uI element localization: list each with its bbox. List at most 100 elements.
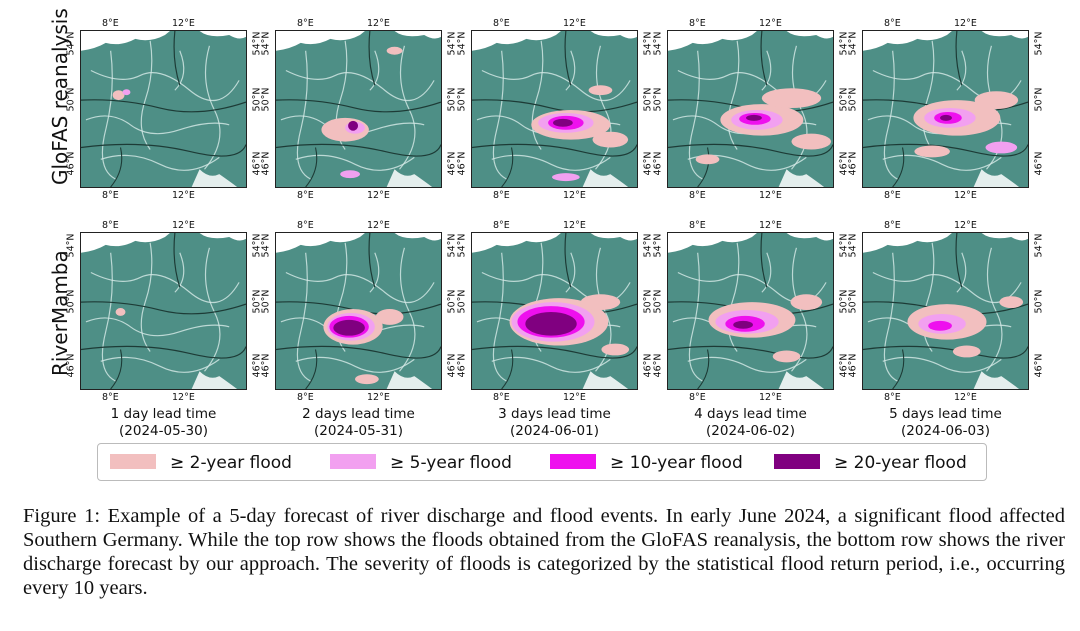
alps-patch — [386, 371, 433, 389]
border-line — [81, 143, 246, 157]
tick-lon-east-top: 12°E — [172, 18, 195, 29]
lead-time-label-4: 4 days lead time (2024-06-02) — [662, 406, 839, 440]
flood-area-2yr — [592, 131, 629, 148]
lead-time-date: (2024-05-30) — [119, 423, 208, 439]
flood-map-r1-c5 — [862, 30, 1029, 188]
tick-lon-east-bottom: 12°E — [172, 392, 195, 403]
flood-map-r1-c3 — [471, 30, 638, 188]
flood-area-5yr — [985, 141, 1018, 154]
tick-lat-south-left: 46°N — [65, 151, 77, 176]
figure-caption: Figure 1: Example of a 5-day forecast of… — [23, 505, 1065, 599]
tick-lat-south-left: 46°N — [456, 353, 468, 378]
river-line — [491, 356, 611, 373]
river-line — [174, 50, 185, 91]
tick-lat-mid-right: 50°N — [1033, 289, 1045, 314]
border-line — [368, 233, 376, 288]
legend-item-20yr: ≥ 20-year flood — [774, 453, 967, 473]
flood-area-2yr — [601, 343, 630, 356]
tick-lon-east-bottom: 12°E — [954, 392, 977, 403]
river-line — [101, 50, 116, 180]
alps-patch — [191, 169, 238, 187]
border-line — [760, 31, 768, 86]
tick-lon-east-bottom: 12°E — [563, 392, 586, 403]
river-line — [100, 154, 220, 171]
tick-lon-east-bottom: 12°E — [954, 190, 977, 201]
sea-area — [668, 31, 757, 51]
tick-lat-south-left: 46°N — [652, 353, 664, 378]
flood-area-20yr — [553, 118, 573, 127]
lead-time-label-3: 3 days lead time (2024-06-01) — [466, 406, 643, 440]
tick-lat-mid-left: 50°N — [260, 87, 272, 112]
tick-lat-north-left: 54°N — [456, 31, 468, 56]
border-line — [81, 99, 246, 113]
tick-lat-south-left: 46°N — [847, 353, 859, 378]
border-line — [955, 31, 963, 86]
sea-area — [668, 233, 757, 253]
flood-area-2yr — [386, 46, 403, 55]
tick-lat-south-right: 46°N — [1033, 353, 1045, 378]
sea-area — [472, 233, 561, 253]
sea-area — [786, 233, 833, 241]
tick-lat-mid-left: 50°N — [65, 87, 77, 112]
sea-area — [786, 31, 833, 39]
sea-area — [394, 233, 441, 241]
tick-lat-mid-left: 50°N — [65, 289, 77, 314]
lead-time-text: 3 days lead time — [498, 406, 611, 422]
border-line — [564, 233, 572, 288]
legend-item-5yr: ≥ 5-year flood — [330, 453, 512, 473]
flood-map-r2-c4 — [667, 232, 834, 390]
tick-lat-north-left: 54°N — [652, 31, 664, 56]
legend-label-10yr: ≥ 10-year flood — [610, 453, 743, 473]
tick-lon-east-bottom: 12°E — [172, 190, 195, 201]
legend-swatch-10yr — [550, 454, 596, 469]
border-line — [276, 143, 441, 157]
tick-lon-east-bottom: 12°E — [367, 190, 390, 201]
tick-lon-west-bottom: 8°E — [689, 392, 706, 403]
river-line — [492, 50, 507, 180]
border-line — [564, 31, 572, 86]
border-line — [472, 345, 637, 359]
river-line — [285, 271, 435, 304]
tick-lat-mid-right: 50°N — [1033, 87, 1045, 112]
alps-patch — [973, 371, 1020, 389]
tick-lon-west-bottom: 8°E — [884, 190, 901, 201]
border-line — [697, 147, 710, 187]
flood-area-20yr — [525, 311, 577, 336]
sea-area — [276, 233, 365, 253]
legend-label-20yr: ≥ 20-year flood — [834, 453, 967, 473]
sea-area — [276, 31, 365, 51]
sea-area — [81, 233, 170, 253]
river-line — [687, 356, 807, 373]
flood-area-2yr — [355, 374, 379, 385]
river-line — [100, 356, 220, 373]
legend-item-2yr: ≥ 2-year flood — [110, 453, 292, 473]
tick-lon-west-top: 8°E — [493, 18, 510, 29]
tick-lon-east-top: 12°E — [563, 18, 586, 29]
sea-area — [981, 233, 1028, 241]
tick-lat-north-left: 54°N — [65, 233, 77, 258]
river-line — [295, 154, 415, 171]
tick-lat-north-left: 54°N — [456, 233, 468, 258]
tick-lon-east-bottom: 12°E — [759, 190, 782, 201]
sea-area — [863, 31, 952, 51]
flood-area-2yr — [790, 294, 823, 311]
border-line — [305, 349, 318, 389]
legend-label-5yr: ≥ 5-year flood — [390, 453, 512, 473]
lead-time-text: 4 days lead time — [694, 406, 807, 422]
flood-area-2yr — [588, 85, 613, 96]
river-line — [883, 252, 898, 382]
river-line — [595, 45, 612, 170]
river-line — [922, 40, 935, 150]
tick-lat-mid-left: 50°N — [847, 87, 859, 112]
lead-time-text: 2 days lead time — [302, 406, 415, 422]
flood-area-2yr — [914, 145, 950, 158]
border-line — [368, 31, 376, 86]
tick-lat-north-left: 54°N — [65, 31, 77, 56]
sea-area — [199, 31, 246, 39]
tick-lon-west-top: 8°E — [297, 18, 314, 29]
flood-area-5yr — [122, 89, 131, 96]
river-line — [174, 252, 185, 293]
tick-lat-south-left: 46°N — [456, 151, 468, 176]
tick-lon-west-bottom: 8°E — [493, 190, 510, 201]
lead-time-text: 1 day lead time — [110, 406, 217, 422]
